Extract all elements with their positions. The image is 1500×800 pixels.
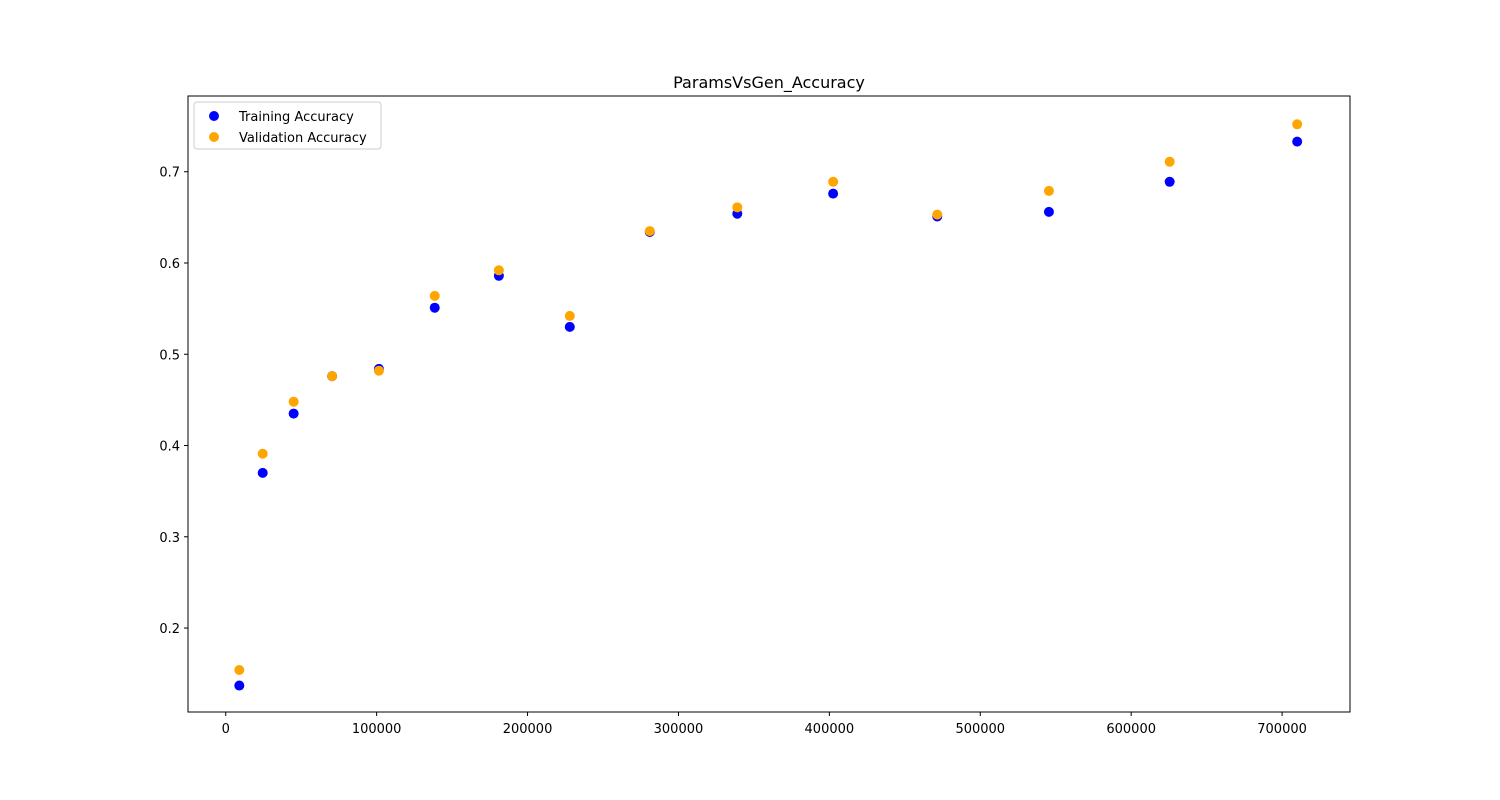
data-point [1292,136,1303,147]
x-tick-label: 700000 [1257,722,1307,737]
y-tick-label: 0.6 [159,257,180,272]
y-tick-label: 0.2 [159,622,180,637]
y-tick-label: 0.3 [159,531,180,546]
data-point [429,302,440,313]
chart-title: ParamsVsGen_Accuracy [673,73,865,93]
y-tick-label: 0.7 [159,166,180,181]
data-point [828,176,839,187]
data-point [429,290,440,301]
data-point [1164,176,1175,187]
plot-frame [187,95,1351,713]
data-point [234,680,245,691]
x-tick-label: 400000 [805,722,855,737]
legend-marker [209,111,219,121]
data-point [564,321,575,332]
x-tick-label: 500000 [955,722,1005,737]
x-tick-label: 300000 [654,722,704,737]
data-point [1043,206,1054,217]
plot-axes: 0 100000 200000 300000 400000 500000 600000 700… [159,166,1307,737]
legend-label: Validation Accuracy [239,131,367,146]
data-point [234,665,245,676]
data-point [257,448,268,459]
legend-label: Training Accuracy [238,110,354,125]
x-tick-label: 0 [222,722,230,737]
data-point [257,467,268,478]
data-point [493,265,504,276]
data-point [288,396,299,407]
data-points [234,119,1303,691]
data-point [327,371,338,382]
legend: Training Accuracy Validation Accuracy [193,101,382,150]
x-tick-label: 100000 [352,722,402,737]
y-tick-label: 0.4 [159,440,180,455]
x-tick-label: 200000 [503,722,553,737]
data-point [828,188,839,199]
legend-marker [209,132,219,142]
legend-box [193,101,382,150]
data-point [1292,119,1303,130]
data-point [564,310,575,321]
data-point [644,226,655,237]
data-point [732,202,743,213]
data-point [1043,185,1054,196]
data-point [1164,156,1175,167]
x-tick-label: 600000 [1106,722,1156,737]
y-tick-label: 0.5 [159,348,180,363]
data-point [373,365,384,376]
data-point [288,408,299,419]
data-point [932,209,943,220]
